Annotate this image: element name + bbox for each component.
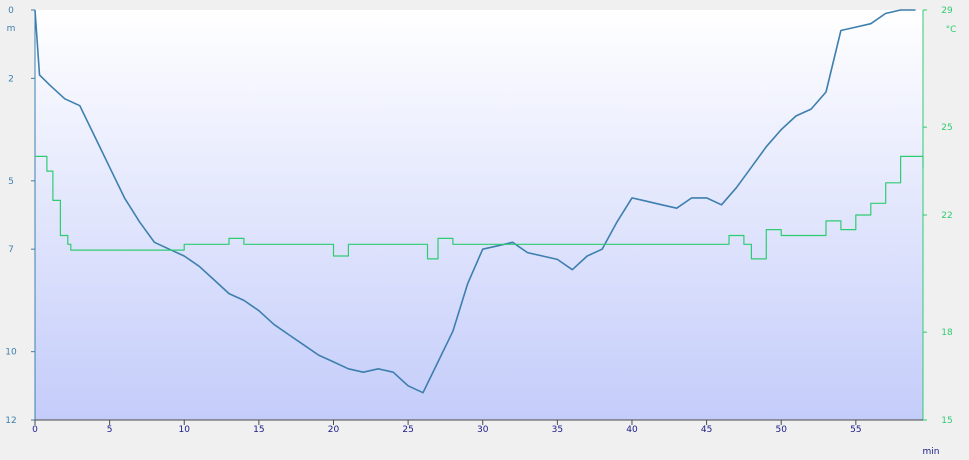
time-tick-label: 10 (179, 425, 191, 435)
temperature-unit-label: °C (946, 25, 957, 35)
temperature-tick-label: 25 (941, 123, 952, 133)
depth-unit-label: m (7, 24, 16, 34)
time-tick-label: 25 (402, 425, 413, 435)
temperature-series-line (35, 155, 924, 260)
temperature-tick-label: 29 (941, 6, 953, 16)
depth-tick-label: 7 (8, 245, 14, 255)
time-tick-label: 55 (850, 425, 861, 435)
time-tick-label: 15 (253, 425, 264, 435)
depth-series-line (34, 9, 916, 394)
time-tick-label: 45 (701, 425, 712, 435)
time-tick-label: 20 (328, 425, 340, 435)
time-axis: 0 5 10 15 20 25 30 35 40 45 50 55 (32, 419, 923, 435)
series-layer (34, 9, 924, 394)
time-tick-label: 0 (32, 425, 38, 435)
depth-tick-label: 5 (8, 177, 14, 187)
temperature-tick-label: 15 (941, 416, 952, 426)
time-tick-label: 5 (107, 425, 113, 435)
temperature-tick-label: 18 (941, 328, 953, 338)
temperature-tick-label: 22 (941, 211, 952, 221)
time-tick-label: 30 (477, 425, 489, 435)
temperature-axis: 29 25 22 18 15 (922, 6, 953, 426)
time-tick-label: 40 (626, 425, 638, 435)
depth-tick-label: 0 (8, 6, 14, 16)
time-unit-label: min (923, 447, 940, 457)
depth-tick-label: 2 (8, 74, 14, 84)
depth-tick-label: 12 (5, 416, 16, 426)
time-tick-label: 35 (552, 425, 563, 435)
depth-tick-label: 10 (5, 348, 17, 358)
time-tick-label: 50 (775, 425, 787, 435)
plot-area (35, 10, 923, 420)
depth-axis: 0 2 5 7 10 12 (5, 6, 36, 426)
